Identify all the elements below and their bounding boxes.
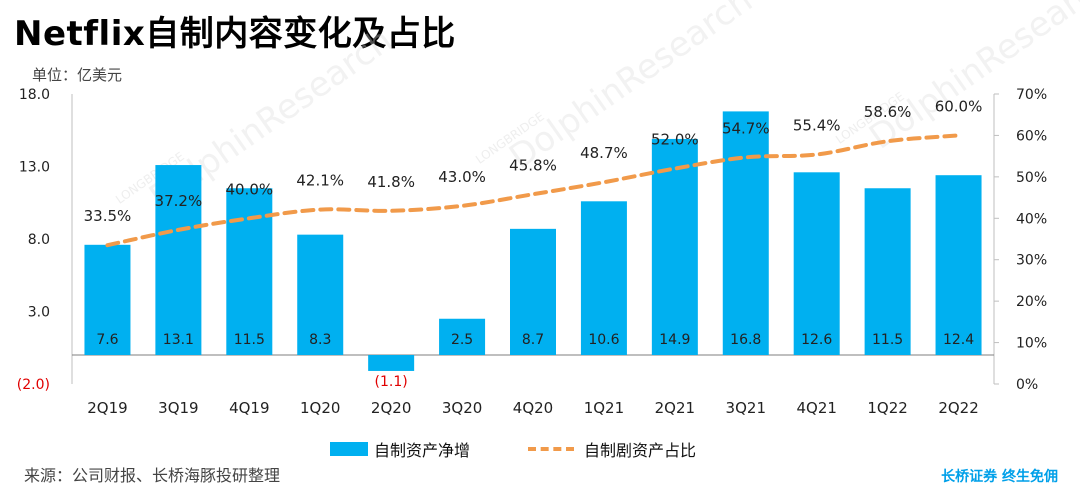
x-tick-label: 1Q20 (300, 399, 340, 417)
legend: 自制资产净增 自制剧资产占比 (330, 436, 754, 462)
legend-line-swatch (528, 447, 575, 451)
y-left-tick-label: 8.0 (28, 232, 50, 248)
y-right-tick-label: 40% (1016, 211, 1047, 227)
bar (793, 172, 840, 355)
watermark-text: DolphinResearch (502, 0, 760, 177)
line-value-label: 55.4% (793, 116, 841, 134)
watermark-text: DolphinResearch (862, 0, 1080, 157)
y-left-tick-label: 13.0 (19, 160, 50, 176)
bar-value-label: 14.9 (659, 332, 690, 348)
x-tick-label: 1Q22 (867, 399, 907, 417)
brand-tagline: 长桥证券 终生免佣 (941, 469, 1058, 485)
x-tick-label: 4Q21 (796, 399, 836, 417)
bar-value-label: 13.1 (163, 332, 194, 348)
y-left-tick-label: (2.0) (17, 377, 50, 393)
x-tick-label: 1Q21 (584, 399, 624, 417)
bar (226, 188, 273, 355)
bar (297, 234, 344, 355)
legend-item-bar: 自制资产净增 (330, 437, 470, 461)
bar (439, 318, 486, 355)
x-tick-label: 2Q20 (371, 399, 411, 417)
x-tick-label: 4Q20 (513, 399, 553, 417)
unit-label: 单位：亿美元 (32, 66, 123, 84)
y-right-tick-label: 50% (1016, 170, 1047, 186)
line-value-label: 42.1% (296, 172, 344, 190)
source-note: 来源：公司财报、长桥海豚投研整理 (24, 466, 281, 485)
x-tick-label: 3Q19 (158, 399, 198, 417)
bar-value-label: 8.7 (522, 332, 544, 348)
bar (155, 165, 202, 355)
y-right-tick-label: 0% (1016, 377, 1038, 393)
x-tick-label: 3Q20 (442, 399, 482, 417)
share-line (105, 133, 961, 248)
bar-value-label: 12.4 (943, 332, 974, 348)
line-value-label: 41.8% (367, 173, 415, 191)
x-tick-label: 3Q21 (726, 399, 766, 417)
bar-value-label: 2.5 (451, 332, 473, 348)
legend-line-label: 自制剧资产占比 (584, 441, 697, 460)
chart-title: Netflix自制内容变化及占比 (14, 14, 456, 54)
bar-value-label: 7.6 (96, 332, 118, 348)
x-tick-label: 2Q21 (655, 399, 695, 417)
line-value-label: 52.0% (651, 131, 699, 149)
legend-item-line: 自制剧资产占比 (528, 437, 696, 461)
x-tick-label: 4Q19 (229, 399, 269, 417)
bar (864, 188, 911, 355)
line-value-label: 45.8% (509, 156, 557, 174)
bar (84, 244, 131, 355)
bar-value-label: 8.3 (309, 332, 331, 348)
line-value-label: 40.0% (225, 180, 273, 198)
y-right-tick-label: 60% (1016, 128, 1047, 144)
line-value-label: 48.7% (580, 144, 628, 162)
legend-bar-label: 自制资产净增 (374, 441, 471, 460)
line-value-label: 54.7% (722, 119, 770, 137)
y-right-tick-label: 70% (1016, 87, 1047, 103)
bar (368, 355, 415, 371)
bar-value-label: 11.5 (234, 332, 265, 348)
bar-value-label: 10.6 (588, 332, 619, 348)
bar (651, 138, 698, 355)
bar-value-label: 12.6 (801, 332, 832, 348)
x-tick-label: 2Q19 (87, 399, 127, 417)
line-value-label: 43.0% (438, 168, 486, 186)
bar-value-label: 16.8 (730, 332, 761, 348)
line-value-label: 60.0% (935, 97, 983, 115)
y-left-tick-label: 3.0 (28, 305, 50, 321)
bar (722, 111, 769, 356)
bar-value-label: 11.5 (872, 332, 903, 348)
bar (510, 228, 556, 355)
bar (935, 175, 982, 355)
y-right-tick-label: 30% (1016, 253, 1047, 269)
line-value-label: 58.6% (864, 103, 912, 121)
line-value-label: 37.2% (155, 192, 203, 210)
bar-value-label: (1.1) (375, 374, 408, 390)
bar (580, 201, 627, 355)
y-left-tick-label: 18.0 (19, 87, 50, 103)
line-value-label: 33.5% (84, 207, 132, 225)
y-right-tick-label: 20% (1016, 294, 1047, 310)
legend-bar-swatch (330, 442, 368, 456)
y-right-tick-label: 10% (1016, 336, 1047, 352)
x-tick-label: 2Q22 (938, 399, 978, 417)
